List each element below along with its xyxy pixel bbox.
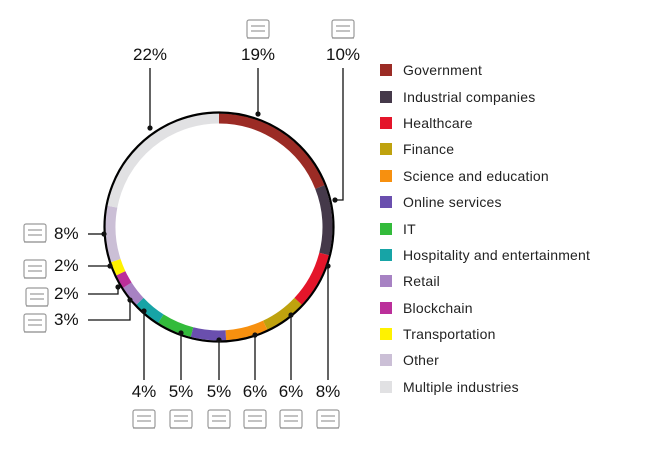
safe-icon	[279, 409, 303, 429]
leader-line-blockchain	[88, 287, 119, 295]
legend-swatch	[380, 301, 392, 314]
legend-swatch	[380, 143, 392, 156]
legend-label: IT	[403, 220, 416, 237]
pct-label-blockchain: 2%	[54, 284, 79, 303]
slice-multiple-industries	[107, 113, 220, 208]
legend-swatch	[380, 64, 392, 77]
legend-swatch	[380, 328, 392, 341]
globe-icon	[207, 409, 231, 429]
network-icon	[169, 409, 193, 429]
legend-item-healthcare: Healthcare	[380, 110, 590, 136]
leader-dot-government	[255, 111, 261, 117]
legend-item-government: Government	[380, 57, 590, 83]
leader-dot-transportation	[107, 263, 113, 269]
legend-item-industrial-companies: Industrial companies	[380, 83, 590, 109]
legend-label: Multiple industries	[403, 378, 519, 395]
legend-item-finance: Finance	[380, 136, 590, 162]
slice-transportation	[111, 258, 126, 276]
payment-card-icon	[23, 313, 47, 333]
factory-icon	[331, 19, 355, 39]
legend-swatch	[380, 169, 392, 182]
leader-dot-hospitality-and-entertainment	[141, 308, 147, 314]
service-bell-icon	[132, 409, 156, 429]
legend-item-transportation: Transportation	[380, 321, 590, 347]
slice-hospitality-and-entertainment	[136, 297, 164, 323]
pct-label-transportation: 2%	[54, 256, 79, 275]
legend-item-science-and-education: Science and education	[380, 163, 590, 189]
legend-item-it: IT	[380, 215, 590, 241]
leader-dot-healthcare	[325, 263, 331, 269]
leader-line-industrial-companies	[335, 68, 344, 201]
legend-label: Science and education	[403, 167, 549, 184]
legend-item-multiple-industries: Multiple industries	[380, 374, 590, 400]
slice-blockchain	[116, 271, 132, 288]
leader-dot-it	[178, 330, 184, 336]
legend-label: Industrial companies	[403, 88, 536, 105]
heart-pulse-icon	[316, 409, 340, 429]
leader-dot-other	[101, 231, 107, 237]
microscope-icon	[243, 409, 267, 429]
legend-label: Retail	[403, 273, 440, 290]
legend-label: Online services	[403, 194, 502, 211]
legend-label: Transportation	[403, 326, 496, 343]
pct-label-industrial-companies: 10%	[325, 45, 361, 64]
slice-retail	[123, 282, 144, 305]
slice-online-services	[190, 327, 227, 341]
pct-label-finance: 6%	[278, 382, 304, 401]
legend-item-other: Other	[380, 347, 590, 373]
pct-label-other: 8%	[54, 224, 79, 243]
legend-item-retail: Retail	[380, 268, 590, 294]
legend-swatch	[380, 90, 392, 103]
leader-dot-multiple-industries	[147, 125, 153, 131]
leader-dot-retail	[127, 297, 133, 303]
slice-industrial-companies	[315, 185, 333, 256]
legend-item-online-services: Online services	[380, 189, 590, 215]
pct-label-it: 5%	[168, 382, 194, 401]
legend-label: Healthcare	[403, 114, 473, 131]
legend-swatch	[380, 248, 392, 261]
pct-label-multiple-industries: 22%	[132, 45, 168, 64]
legend-swatch	[380, 354, 392, 367]
slice-other	[105, 205, 121, 263]
pct-label-government: 19%	[240, 45, 276, 64]
pct-label-retail: 3%	[54, 310, 79, 329]
slice-healthcare	[294, 252, 329, 305]
slice-finance	[262, 297, 302, 330]
legend-label: Blockchain	[403, 299, 473, 316]
legend: Government Industrial companies Healthcare…	[380, 57, 590, 400]
leader-dot-online-services	[216, 337, 222, 343]
legend-swatch	[380, 196, 392, 209]
bitcoin-icon	[25, 287, 49, 307]
leader-line-retail	[88, 300, 131, 321]
leader-dot-science-and-education	[252, 332, 258, 338]
pct-label-online-services: 5%	[206, 382, 232, 401]
legend-swatch	[380, 275, 392, 288]
pct-label-science-and-education: 6%	[242, 382, 268, 401]
legend-swatch	[380, 380, 392, 393]
pct-label-hospitality-and-entertainment: 4%	[131, 382, 157, 401]
pct-label-healthcare: 8%	[315, 382, 341, 401]
legend-swatch	[380, 222, 392, 235]
slice-it	[158, 314, 194, 337]
legend-label: Hospitality and entertainment	[403, 246, 591, 263]
buildings-icon	[23, 223, 47, 243]
legend-swatch	[380, 116, 392, 129]
legend-label: Government	[403, 62, 483, 79]
legend-item-hospitality-and-entertainment: Hospitality and entertainment	[380, 242, 590, 268]
legend-item-blockchain: Blockchain	[380, 295, 590, 321]
government-building-icon	[246, 19, 270, 39]
leader-dot-industrial-companies	[332, 197, 338, 203]
legend-label: Other	[403, 352, 440, 369]
legend-label: Finance	[403, 141, 455, 158]
leader-dot-blockchain	[115, 284, 121, 290]
slice-science-and-education	[225, 320, 268, 341]
train-icon	[23, 259, 47, 279]
slice-government	[218, 113, 325, 189]
leader-dot-finance	[288, 312, 294, 318]
